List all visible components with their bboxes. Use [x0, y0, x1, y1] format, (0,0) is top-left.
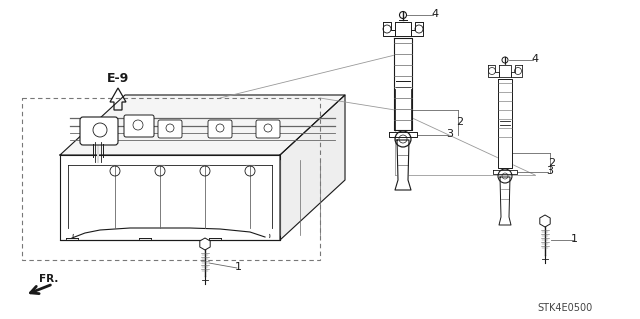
Text: 2: 2 — [548, 158, 555, 168]
Polygon shape — [499, 65, 511, 77]
Polygon shape — [488, 65, 499, 77]
Polygon shape — [60, 95, 345, 155]
Polygon shape — [511, 65, 522, 77]
Text: FR.: FR. — [39, 274, 58, 284]
Polygon shape — [540, 215, 550, 227]
Polygon shape — [411, 22, 423, 36]
Polygon shape — [280, 95, 345, 240]
Polygon shape — [200, 238, 210, 250]
Text: STK4E0500: STK4E0500 — [538, 303, 593, 313]
FancyBboxPatch shape — [208, 120, 232, 138]
FancyBboxPatch shape — [80, 117, 118, 145]
Polygon shape — [60, 155, 280, 240]
Text: 4: 4 — [531, 54, 538, 64]
Polygon shape — [493, 170, 517, 174]
Polygon shape — [395, 140, 411, 190]
FancyBboxPatch shape — [124, 115, 154, 137]
Text: 1: 1 — [235, 262, 242, 272]
FancyBboxPatch shape — [158, 120, 182, 138]
Polygon shape — [394, 38, 412, 130]
Polygon shape — [383, 22, 395, 36]
Text: 3: 3 — [546, 166, 553, 176]
Text: 1: 1 — [571, 234, 578, 244]
Polygon shape — [395, 22, 411, 36]
Text: 3: 3 — [446, 129, 453, 139]
Text: 2: 2 — [456, 117, 463, 127]
Bar — [22, 98, 320, 260]
Polygon shape — [498, 79, 512, 168]
Text: E-9: E-9 — [107, 71, 129, 85]
Polygon shape — [499, 177, 511, 225]
FancyBboxPatch shape — [256, 120, 280, 138]
Text: 4: 4 — [431, 9, 438, 19]
Polygon shape — [389, 132, 417, 137]
